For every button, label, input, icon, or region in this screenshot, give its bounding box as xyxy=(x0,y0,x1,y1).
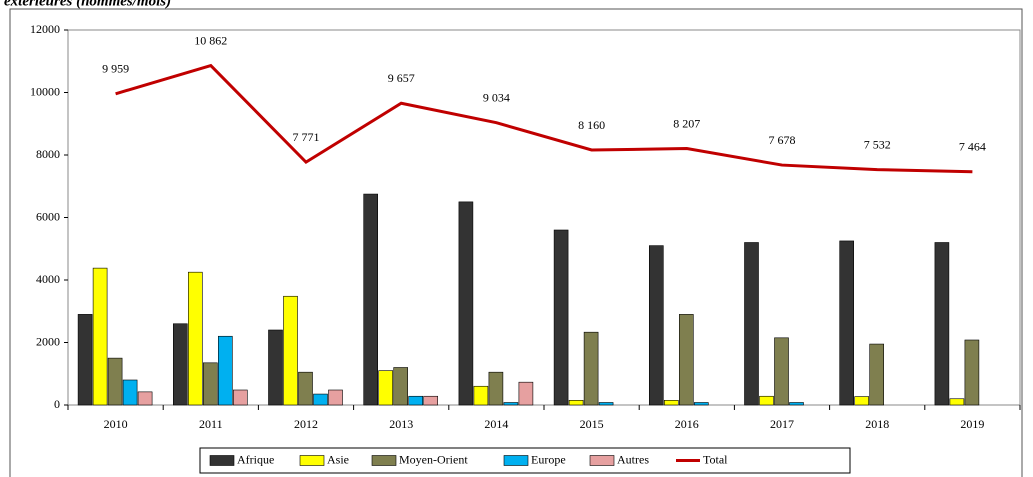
bar xyxy=(789,402,804,406)
x-tick-label: 2010 xyxy=(104,417,128,431)
legend-swatch xyxy=(299,455,325,466)
bar xyxy=(137,391,153,406)
y-tick-label: 0 xyxy=(54,397,60,411)
bar xyxy=(313,393,328,406)
chart-title: extérieures (hommes/mois) xyxy=(4,0,171,9)
bar xyxy=(363,193,379,406)
legend-swatch xyxy=(589,455,615,466)
bar xyxy=(964,339,980,406)
bar xyxy=(503,402,519,406)
x-tick-label: 2011 xyxy=(199,417,223,431)
chart-frame xyxy=(9,8,1023,477)
bar xyxy=(423,395,439,406)
bar xyxy=(77,314,93,406)
data-label: 9 034 xyxy=(483,90,510,104)
bar xyxy=(934,242,950,406)
bar xyxy=(583,331,599,406)
x-tick-label: 2012 xyxy=(294,417,318,431)
bar xyxy=(458,201,474,406)
data-label: 7 464 xyxy=(959,140,986,154)
bar xyxy=(203,362,218,406)
bar xyxy=(473,385,489,406)
bar xyxy=(92,267,108,406)
legend-label: Autres xyxy=(617,452,649,466)
data-label: 7 771 xyxy=(293,130,320,144)
bar xyxy=(188,271,203,406)
legend-label: Afrique xyxy=(237,452,274,466)
y-tick-label: 8000 xyxy=(36,147,60,161)
x-tick-label: 2019 xyxy=(960,417,984,431)
data-label: 7 532 xyxy=(864,137,891,151)
x-tick-label: 2017 xyxy=(770,417,794,431)
bar xyxy=(173,323,188,406)
bar xyxy=(122,379,138,406)
bar xyxy=(393,367,409,406)
bar xyxy=(378,370,394,406)
bar xyxy=(648,245,664,406)
bar xyxy=(268,329,283,406)
bar xyxy=(693,402,709,406)
bar xyxy=(839,240,855,406)
bar xyxy=(869,343,885,406)
data-label: 8 207 xyxy=(673,116,700,130)
bar xyxy=(107,357,123,406)
bar xyxy=(328,389,343,406)
bar xyxy=(568,400,584,406)
bar xyxy=(854,396,870,406)
data-label: 7 678 xyxy=(769,133,796,147)
data-label: 8 160 xyxy=(578,118,605,132)
bar xyxy=(408,395,424,406)
legend-label: Moyen-Orient xyxy=(399,452,468,466)
legend-swatch xyxy=(503,455,529,466)
bar xyxy=(678,314,694,406)
y-tick-label: 6000 xyxy=(36,209,60,223)
bar xyxy=(553,229,569,406)
y-tick-label: 10000 xyxy=(30,84,60,98)
x-tick-label: 2018 xyxy=(865,417,889,431)
bar xyxy=(488,371,504,406)
legend-swatch xyxy=(371,455,397,466)
bar xyxy=(233,389,248,406)
line xyxy=(115,63,973,174)
bar xyxy=(598,402,614,406)
bar xyxy=(744,242,759,406)
data-label: 9 959 xyxy=(102,62,129,76)
bar xyxy=(949,398,965,406)
y-tick-label: 4000 xyxy=(36,272,60,286)
x-tick-label: 2014 xyxy=(484,417,508,431)
data-label: 10 862 xyxy=(194,33,227,47)
legend-swatch xyxy=(209,455,235,466)
legend-label: Total xyxy=(703,452,728,466)
data-label: 9 657 xyxy=(388,71,415,85)
legend-label: Europe xyxy=(531,452,566,466)
x-tick-label: 2015 xyxy=(580,417,604,431)
bar xyxy=(663,400,679,406)
y-tick-label: 2000 xyxy=(36,334,60,348)
y-tick-label: 12000 xyxy=(30,22,60,36)
bar xyxy=(518,381,534,406)
x-tick-label: 2013 xyxy=(389,417,413,431)
bar xyxy=(283,295,298,406)
legend-label: Asie xyxy=(327,452,349,466)
bar xyxy=(759,395,774,406)
bar xyxy=(218,335,233,406)
bar xyxy=(298,371,313,406)
bar xyxy=(774,337,789,406)
x-tick-label: 2016 xyxy=(675,417,699,431)
